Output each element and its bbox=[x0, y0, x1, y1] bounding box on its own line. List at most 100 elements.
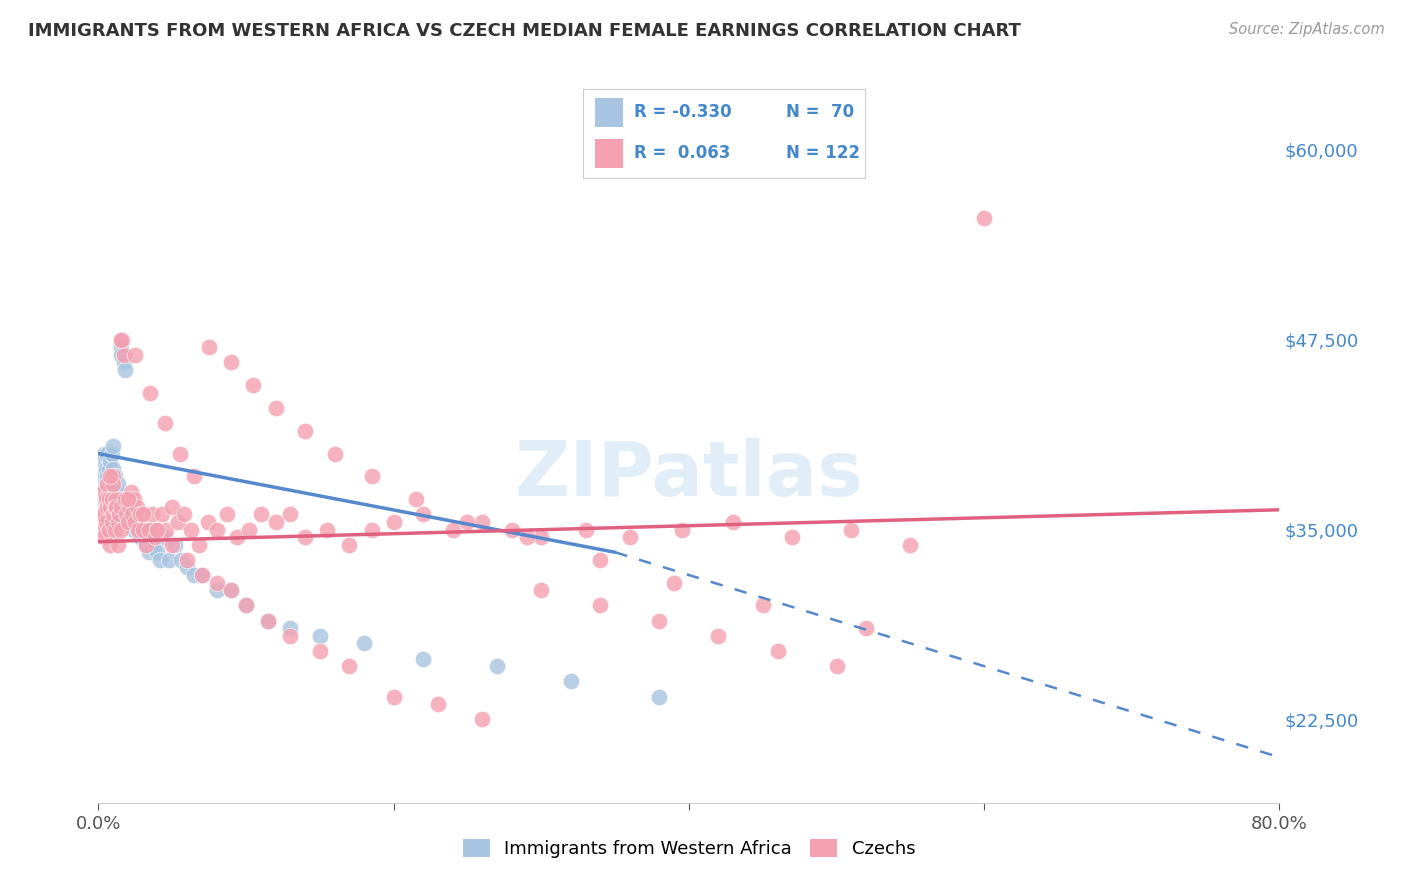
Point bbox=[125, 500, 148, 514]
Point bbox=[143, 538, 166, 552]
Point bbox=[353, 636, 375, 650]
Point bbox=[118, 508, 141, 522]
Bar bbox=[595, 139, 623, 168]
Point bbox=[93, 447, 115, 461]
Point bbox=[648, 614, 671, 628]
Point bbox=[671, 523, 693, 537]
Point bbox=[707, 629, 730, 643]
Point bbox=[855, 621, 877, 635]
Point bbox=[221, 583, 243, 598]
Point bbox=[104, 500, 127, 514]
Point bbox=[117, 515, 139, 529]
Point bbox=[141, 508, 163, 522]
Point bbox=[162, 500, 183, 514]
Point bbox=[457, 515, 479, 529]
Point bbox=[257, 614, 280, 628]
Point bbox=[198, 340, 221, 354]
Point bbox=[127, 523, 149, 537]
Point bbox=[280, 621, 302, 635]
Point bbox=[104, 469, 127, 483]
Point bbox=[103, 477, 125, 491]
Point bbox=[90, 508, 112, 522]
Point bbox=[114, 363, 136, 377]
Text: R =  0.063: R = 0.063 bbox=[634, 145, 731, 162]
Point bbox=[162, 538, 183, 552]
Point bbox=[516, 530, 538, 544]
Point bbox=[155, 523, 177, 537]
Point bbox=[104, 484, 127, 499]
Point bbox=[100, 515, 122, 529]
Point bbox=[782, 530, 804, 544]
Point bbox=[900, 538, 922, 552]
Point bbox=[98, 477, 121, 491]
Point bbox=[100, 447, 122, 461]
Point bbox=[157, 553, 180, 567]
Point bbox=[183, 568, 205, 582]
Point bbox=[412, 508, 434, 522]
Point bbox=[501, 523, 523, 537]
Point bbox=[471, 515, 494, 529]
Point bbox=[98, 538, 121, 552]
Point bbox=[973, 211, 995, 226]
Point bbox=[97, 492, 120, 507]
Point bbox=[124, 515, 146, 529]
Point bbox=[107, 538, 129, 552]
Point bbox=[280, 508, 302, 522]
Point bbox=[191, 568, 214, 582]
Point bbox=[176, 553, 198, 567]
Point bbox=[105, 492, 128, 507]
Point bbox=[169, 447, 191, 461]
Point bbox=[111, 333, 134, 347]
Bar bbox=[595, 98, 623, 127]
Point bbox=[91, 484, 114, 499]
Point bbox=[235, 599, 257, 613]
Point bbox=[128, 508, 150, 522]
Legend: Immigrants from Western Africa, Czechs: Immigrants from Western Africa, Czechs bbox=[456, 831, 922, 865]
Point bbox=[471, 712, 494, 726]
Point bbox=[112, 355, 135, 369]
Point bbox=[264, 515, 287, 529]
Point bbox=[112, 348, 135, 362]
Point bbox=[575, 523, 598, 537]
Point bbox=[110, 500, 132, 514]
Point bbox=[115, 500, 138, 514]
Point bbox=[766, 644, 789, 658]
Point bbox=[110, 333, 132, 347]
Text: N =  70: N = 70 bbox=[786, 103, 853, 121]
Point bbox=[107, 515, 129, 529]
Point bbox=[589, 599, 612, 613]
Text: IMMIGRANTS FROM WESTERN AFRICA VS CZECH MEDIAN FEMALE EARNINGS CORRELATION CHART: IMMIGRANTS FROM WESTERN AFRICA VS CZECH … bbox=[28, 22, 1021, 40]
Point bbox=[94, 515, 117, 529]
Point bbox=[221, 583, 243, 598]
Point bbox=[132, 508, 155, 522]
Point bbox=[441, 523, 464, 537]
Point bbox=[91, 492, 114, 507]
Point bbox=[170, 553, 193, 567]
Point bbox=[360, 469, 382, 483]
Y-axis label: Median Female Earnings: Median Female Earnings bbox=[0, 339, 8, 553]
Point bbox=[107, 477, 129, 491]
Point bbox=[103, 508, 125, 522]
Point bbox=[104, 523, 127, 537]
Point bbox=[215, 508, 238, 522]
Point bbox=[124, 515, 146, 529]
Point bbox=[242, 378, 264, 392]
Point bbox=[103, 469, 125, 483]
Text: Source: ZipAtlas.com: Source: ZipAtlas.com bbox=[1229, 22, 1385, 37]
Point bbox=[238, 523, 260, 537]
Point bbox=[153, 530, 176, 544]
Point bbox=[108, 508, 131, 522]
Point bbox=[93, 508, 115, 522]
Point bbox=[103, 462, 125, 476]
Point bbox=[664, 575, 686, 590]
Point bbox=[96, 447, 118, 461]
Point bbox=[360, 523, 382, 537]
Point bbox=[128, 530, 150, 544]
Point bbox=[103, 477, 125, 491]
Point bbox=[143, 530, 166, 544]
Point bbox=[91, 454, 114, 468]
Point bbox=[96, 500, 118, 514]
Point bbox=[120, 492, 142, 507]
Point bbox=[412, 651, 434, 665]
Point bbox=[197, 515, 219, 529]
